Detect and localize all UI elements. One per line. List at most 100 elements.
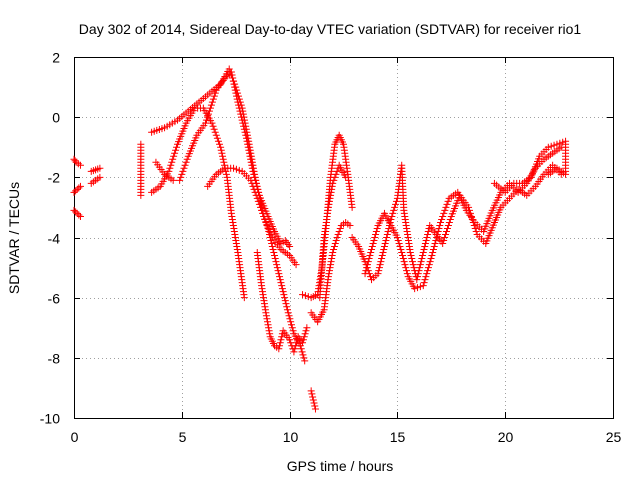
data-point	[209, 122, 217, 130]
data-point	[328, 185, 336, 193]
data-point	[250, 170, 258, 178]
data-point	[400, 258, 408, 266]
series-track-p	[316, 161, 350, 302]
data-point	[363, 264, 371, 272]
data-point	[244, 143, 252, 151]
series-track-c	[70, 206, 84, 220]
series-track-d	[87, 164, 104, 175]
data-point	[277, 336, 285, 344]
data-point	[424, 227, 432, 235]
data-point	[303, 324, 311, 332]
data-point	[328, 255, 336, 263]
data-point	[209, 95, 217, 103]
data-point	[214, 137, 222, 145]
data-point	[428, 252, 436, 260]
data-point	[327, 191, 335, 199]
data-point	[265, 327, 273, 335]
data-point	[208, 119, 216, 127]
data-point	[291, 345, 299, 353]
data-point	[264, 224, 272, 232]
data-point	[301, 292, 309, 300]
data-point	[387, 215, 395, 223]
data-point	[272, 258, 280, 266]
data-point	[329, 179, 337, 187]
data-point	[180, 164, 188, 172]
data-point	[368, 243, 376, 251]
data-point	[234, 98, 242, 106]
data-point	[392, 197, 400, 205]
data-point	[251, 173, 259, 181]
axis-ticks	[74, 57, 614, 419]
data-point	[438, 215, 446, 223]
x-tick-label: 20	[498, 429, 514, 445]
data-point	[420, 279, 428, 287]
data-point	[396, 243, 404, 251]
data-point	[270, 249, 278, 257]
data-point	[237, 113, 245, 121]
data-point	[211, 89, 219, 97]
data-point	[366, 252, 374, 260]
data-point	[278, 282, 286, 290]
data-point	[429, 246, 437, 254]
data-point	[399, 255, 407, 263]
data-point	[414, 273, 422, 281]
y-tick-label: -8	[48, 351, 61, 367]
data-point	[299, 336, 307, 344]
data-point	[419, 282, 427, 290]
data-point	[372, 227, 380, 235]
data-point	[96, 173, 104, 181]
data-point	[251, 188, 259, 196]
data-point	[378, 255, 386, 263]
data-point	[406, 249, 414, 257]
data-point	[165, 167, 173, 175]
data-point	[169, 176, 177, 184]
data-point	[423, 234, 431, 241]
data-point	[407, 252, 415, 260]
data-point	[300, 333, 308, 341]
data-point	[266, 330, 274, 338]
data-point	[273, 264, 281, 272]
data-point	[263, 221, 271, 229]
data-point	[256, 203, 264, 211]
data-point	[264, 318, 272, 326]
data-point	[325, 197, 333, 205]
data-point	[467, 212, 475, 220]
data-point	[444, 221, 452, 229]
data-point	[231, 86, 239, 94]
data-point	[247, 155, 255, 163]
data-point	[282, 300, 290, 308]
data-point	[297, 345, 305, 353]
data-point	[385, 224, 393, 232]
data-point	[469, 218, 477, 226]
data-point	[73, 209, 81, 217]
data-point	[384, 227, 392, 235]
data-point	[271, 255, 279, 263]
data-point	[283, 303, 291, 311]
data-point	[403, 267, 411, 275]
data-point	[207, 101, 215, 109]
data-point	[324, 273, 332, 281]
series-track-b	[70, 182, 84, 196]
data-point	[168, 158, 176, 166]
data-point	[276, 276, 284, 284]
data-point	[372, 230, 380, 238]
data-point	[348, 203, 356, 211]
data-point	[380, 246, 388, 254]
data-point	[208, 98, 216, 106]
data-point	[327, 188, 335, 196]
data-point	[265, 227, 273, 235]
data-point	[402, 264, 410, 272]
data-point	[466, 206, 474, 214]
data-point	[310, 399, 318, 407]
data-point	[326, 264, 334, 272]
data-point	[238, 116, 246, 124]
data-point	[331, 240, 339, 248]
data-point	[416, 261, 424, 269]
data-point	[440, 209, 448, 217]
y-tick-label: -2	[48, 170, 61, 186]
data-point	[292, 342, 300, 350]
series-track-r	[348, 161, 565, 284]
data-point	[370, 237, 378, 245]
data-point	[236, 107, 244, 115]
data-point	[393, 234, 401, 241]
